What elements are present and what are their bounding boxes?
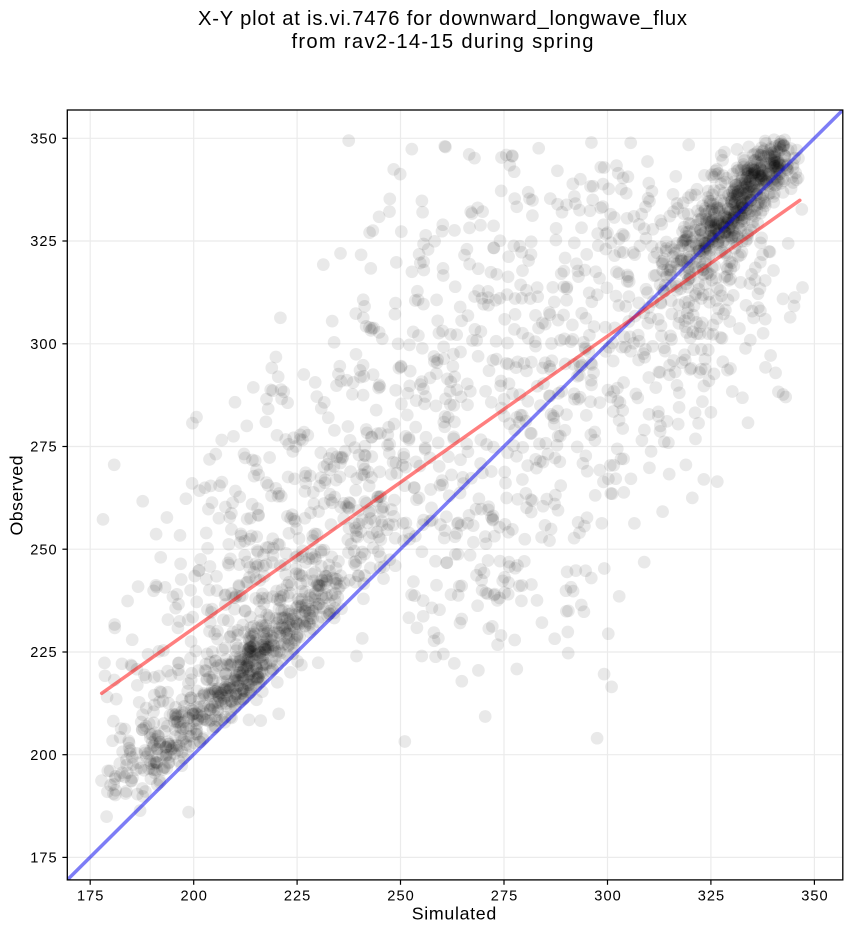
svg-text:325: 325 (698, 888, 724, 904)
svg-text:from rav2-14-15 during spring: from rav2-14-15 during spring (292, 31, 594, 53)
svg-text:350: 350 (801, 888, 827, 904)
svg-text:175: 175 (30, 851, 56, 867)
svg-text:Observed: Observed (7, 456, 27, 536)
svg-text:250: 250 (387, 888, 413, 904)
svg-text:225: 225 (30, 645, 56, 661)
svg-text:300: 300 (30, 337, 56, 353)
svg-text:175: 175 (77, 888, 103, 904)
svg-text:350: 350 (30, 132, 56, 148)
svg-text:200: 200 (30, 748, 56, 764)
svg-text:275: 275 (491, 888, 517, 904)
svg-text:275: 275 (30, 440, 56, 456)
svg-text:225: 225 (284, 888, 310, 904)
svg-text:Simulated: Simulated (412, 904, 497, 924)
svg-text:325: 325 (30, 234, 56, 250)
svg-text:200: 200 (181, 888, 207, 904)
svg-text:250: 250 (30, 542, 56, 558)
svg-text:300: 300 (594, 888, 620, 904)
svg-text:X-Y plot at is.vi.7476 for dow: X-Y plot at is.vi.7476 for downward_long… (198, 8, 687, 30)
